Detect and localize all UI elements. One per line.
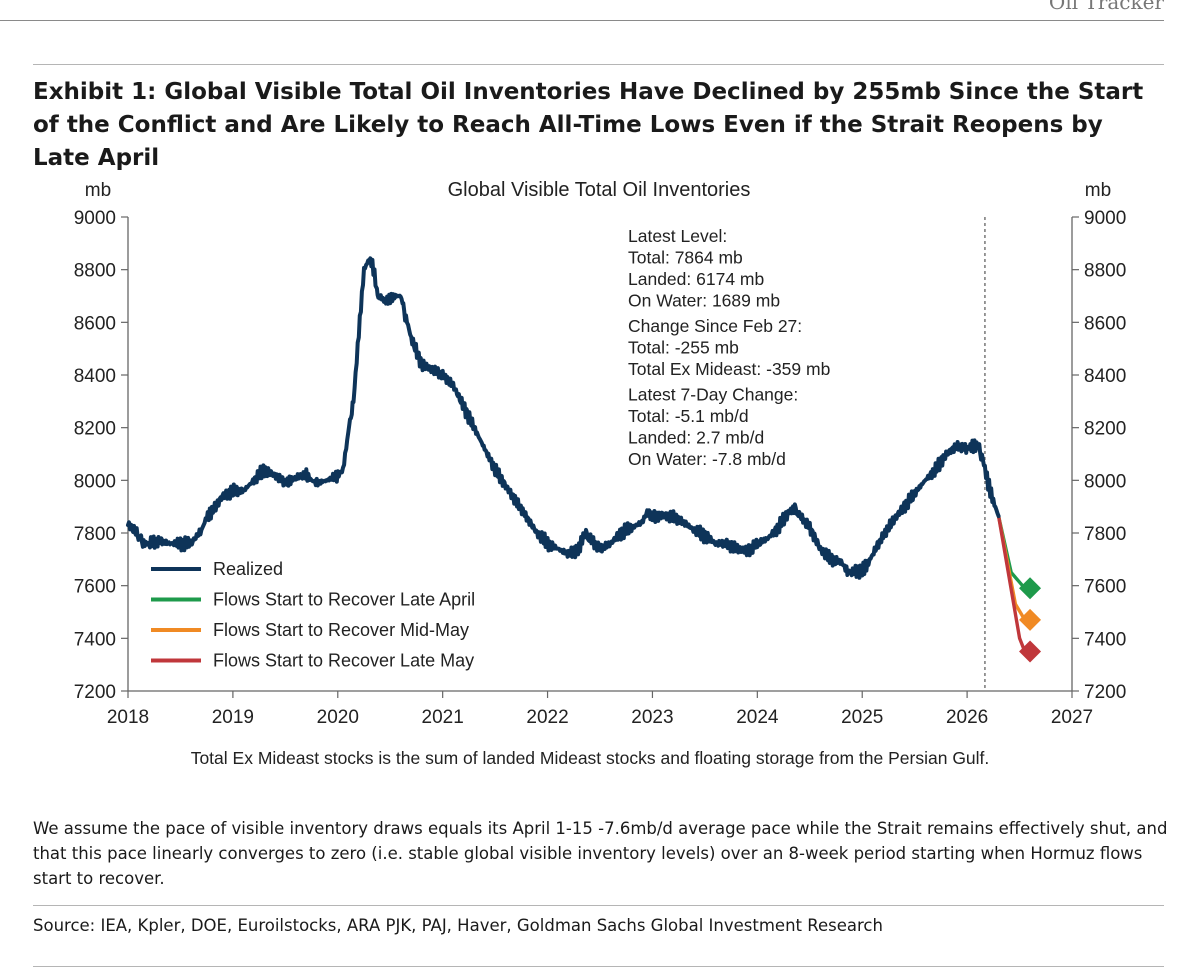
- x-tick-label: 2024: [736, 707, 779, 728]
- annotation-line: Total: -255 mb: [628, 338, 739, 358]
- y-tick-label-left: 7400: [74, 629, 116, 650]
- annotation-line: Latest Level:: [628, 226, 727, 246]
- title-rule: [33, 64, 1164, 65]
- y-tick-label-left: 7200: [74, 682, 116, 703]
- legend: Realized Flows Start to Recover Late Apri…: [151, 559, 475, 671]
- endpoint-marker-late-april: [1019, 577, 1042, 600]
- y-tick-label-left: 7800: [74, 524, 116, 545]
- annotation-line: Landed: 6174 mb: [628, 269, 764, 289]
- x-tick-label: 2018: [107, 707, 149, 728]
- x-tick-label: 2025: [841, 707, 883, 728]
- y-tick-label-right: 8000: [1084, 471, 1126, 492]
- annotation-line: On Water: -7.8 mb/d: [628, 449, 786, 469]
- x-tick-label: 2026: [946, 707, 988, 728]
- source-rule: [33, 905, 1164, 906]
- y-tick-label-left: 8600: [74, 313, 116, 334]
- footnote: We assume the pace of visible inventory …: [33, 819, 1168, 888]
- y-tick-label-left: 8000: [74, 471, 116, 492]
- endpoint-markers: [1019, 577, 1042, 663]
- endpoint-marker-mid-may: [1019, 608, 1042, 631]
- y-tick-label-right: 7200: [1084, 682, 1126, 703]
- legend-label: Realized: [213, 559, 283, 579]
- annotation-line: On Water: 1689 mb: [628, 291, 780, 311]
- annotation-line: Total: 7864 mb: [628, 248, 743, 268]
- x-tick-label: 2021: [422, 707, 464, 728]
- y-tick-label-left: 7600: [74, 577, 116, 598]
- annotation-line: Total: -5.1 mb/d: [628, 406, 749, 426]
- annotation-line: Change Since Feb 27:: [628, 316, 802, 336]
- y-tick-label-left: 8200: [74, 419, 116, 440]
- legend-label: Flows Start to Recover Late April: [213, 590, 475, 610]
- annotation-line: Landed: 2.7 mb/d: [628, 428, 764, 448]
- x-tick-label: 2020: [317, 707, 359, 728]
- y-tick-label-left: 8400: [74, 366, 116, 387]
- series-line-realized: [126, 256, 1001, 580]
- x-tick-label: 2027: [1051, 707, 1093, 728]
- y-axis-left-unit: mb: [85, 180, 111, 201]
- source: Source: IEA, Kpler, DOE, Euroilstocks, A…: [33, 916, 883, 935]
- chart-title: Global Visible Total Oil Inventories: [448, 179, 751, 201]
- x-tick-label: 2023: [631, 707, 673, 728]
- y-axis-right-unit: mb: [1085, 180, 1111, 201]
- bottom-rule: [33, 966, 1164, 967]
- legend-label: Flows Start to Recover Late May: [213, 651, 474, 671]
- x-tick-label: 2019: [212, 707, 254, 728]
- x-tick-label: 2022: [526, 707, 568, 728]
- y-tick-label-left: 8800: [74, 261, 116, 282]
- y-tick-label-right: 7400: [1084, 629, 1126, 650]
- y-tick-label-right: 7800: [1084, 524, 1126, 545]
- y-tick-label-right: 8600: [1084, 313, 1126, 334]
- endpoint-marker-late-may: [1019, 640, 1042, 663]
- header-tag: Oil Tracker: [1048, 0, 1164, 14]
- axes: 7200 7200 7400 7400 7600 7600 7800 7800 8000 8000…: [74, 208, 1127, 728]
- annotation-line: Total Ex Mideast: -359 mb: [628, 359, 830, 379]
- y-tick-label-left: 9000: [74, 208, 116, 229]
- exhibit-title: Exhibit 1: Global Visible Total Oil Inve…: [33, 79, 1144, 171]
- y-tick-label-right: 9000: [1084, 208, 1126, 229]
- series-group: [126, 256, 1027, 654]
- inventory-chart: Global Visible Total Oil Inventories mb …: [74, 179, 1127, 768]
- y-tick-label-right: 8800: [1084, 261, 1126, 282]
- annotation-line: Latest 7-Day Change:: [628, 385, 798, 405]
- y-tick-label-right: 7600: [1084, 577, 1126, 598]
- top-rule: [0, 20, 1164, 21]
- chart-note: Total Ex Mideast stocks is the sum of la…: [191, 748, 990, 768]
- y-tick-label-right: 8200: [1084, 419, 1126, 440]
- series-line-late-may: [996, 514, 1027, 654]
- legend-label: Flows Start to Recover Mid-May: [213, 620, 469, 640]
- y-tick-label-right: 8400: [1084, 366, 1126, 387]
